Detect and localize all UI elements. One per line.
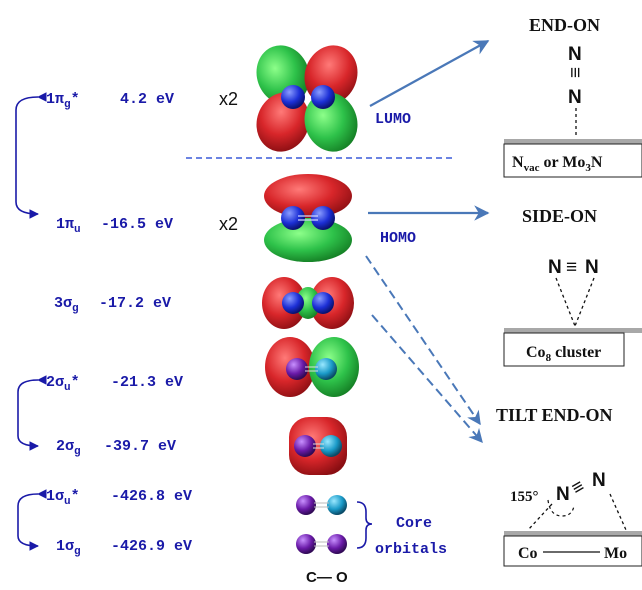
- side-on-n-right: N: [585, 257, 599, 278]
- orbital-energy-homo: -16.5 eV: [101, 216, 173, 233]
- bracket-1sigma: [17, 489, 47, 551]
- orbital-label-lumo: 1πg*: [46, 91, 80, 111]
- bracket-pi: [15, 92, 47, 219]
- orbital-energy-1su: -426.8 eV: [111, 488, 192, 505]
- core-brace: [356, 501, 373, 549]
- tilt-box-mo: Mo: [604, 545, 627, 562]
- orbital-label-homo: 1πu: [56, 216, 81, 236]
- lumo-orbital-image: [256, 45, 358, 152]
- 2su-orbital-image: [265, 337, 359, 397]
- end-on-title: END-ON: [529, 15, 600, 35]
- multiplicity-lumo: x2: [219, 89, 238, 109]
- transition-brackets: [15, 92, 47, 551]
- tilt-triple-bond: ≡: [568, 476, 588, 500]
- side-on-box: [503, 332, 625, 367]
- tilt-box-co: Co: [518, 545, 538, 562]
- orbital-label-3sg: 3σg: [54, 295, 79, 315]
- tilt-angle: 155°: [510, 489, 539, 505]
- tilt-n-upper: N: [592, 470, 606, 491]
- core-label-line1: Core: [396, 515, 432, 532]
- homo-orbital-image: [264, 174, 352, 262]
- end-on-triple-bond: ≡: [564, 67, 585, 78]
- orbital-label-1sg: 1σg: [56, 538, 81, 558]
- end-on-n-top: N: [568, 44, 582, 65]
- end-on-box-label: Nvac or Mo3N: [512, 154, 603, 174]
- homo-tag: HOMO: [380, 230, 416, 247]
- lumo-tag: LUMO: [375, 111, 411, 128]
- multiplicity-homo: x2: [219, 214, 238, 234]
- orbital-label-2su: 2σu*: [46, 374, 80, 394]
- orbital-label-2sg: 2σg: [56, 438, 81, 458]
- homo-to-tilt-arrow-1: [365, 255, 481, 426]
- tilt-box: [503, 535, 642, 567]
- end-on-n-bottom: N: [568, 87, 582, 108]
- end-on-box: [503, 143, 642, 178]
- end-on-panel: END-ON N ≡ N Nvac or Mo3N: [503, 15, 642, 178]
- side-on-box-label: Co8 cluster: [526, 344, 601, 364]
- orbital-energy-2su: -21.3 eV: [111, 374, 183, 391]
- side-on-n-left: N: [548, 257, 562, 278]
- orbital-label-1su: 1σu*: [46, 488, 80, 508]
- energy-labels: 1πg* 4.2 eV 1πu -16.5 eV 3σg -17.2 eV 2σ…: [46, 91, 192, 558]
- core-orbital-images: [296, 495, 347, 554]
- orbital-energy-lumo: 4.2 eV: [120, 91, 174, 108]
- molecule-label: C— O: [306, 569, 348, 586]
- core-label-line2: orbitals: [375, 541, 447, 558]
- side-on-title: SIDE-ON: [522, 206, 597, 226]
- 2sg-orbital-image: [289, 417, 347, 475]
- side-on-triple-bond: ≡: [566, 257, 577, 278]
- end-on-surface: [504, 139, 642, 144]
- 3sg-orbital-image: [262, 277, 354, 329]
- side-on-panel: SIDE-ON N ≡ N Co8 cluster: [503, 206, 642, 367]
- orbital-energy-2sg: -39.7 eV: [104, 438, 176, 455]
- orbital-energy-3sg: -17.2 eV: [99, 295, 171, 312]
- 3sg-to-tilt-arrow-2: [371, 314, 483, 444]
- lumo-to-end-on-arrow: [369, 40, 490, 107]
- tilt-surface: [504, 531, 642, 536]
- tilt-end-on-panel: TILT END-ON 155° N ≡ N Co Mo: [496, 405, 642, 567]
- orbital-energy-1sg: -426.9 eV: [111, 538, 192, 555]
- tilt-title: TILT END-ON: [496, 405, 613, 425]
- side-on-surface: [504, 328, 642, 333]
- tilt-n-lower: N: [556, 484, 570, 505]
- bracket-2sigma: [17, 375, 47, 451]
